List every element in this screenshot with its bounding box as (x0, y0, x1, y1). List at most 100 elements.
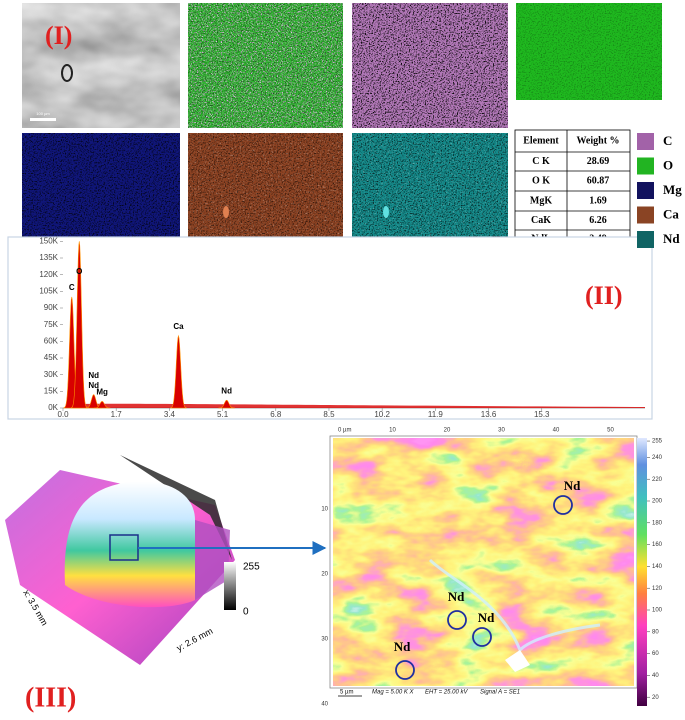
marker-circle (395, 660, 415, 680)
footer-text: EHT = 25.00 kV (425, 690, 469, 696)
marker-circle (472, 627, 492, 647)
colorbar-label: 60 (652, 651, 659, 657)
marker-label: Nd (564, 478, 581, 493)
legend-swatch (637, 182, 654, 199)
peak-label: Nd (221, 386, 232, 395)
peak-label: Ca (173, 322, 184, 331)
top-tick-label: 30 (498, 428, 505, 434)
table-cell: MgK (530, 195, 552, 206)
top-tick-label: 10 (389, 428, 396, 434)
legend-swatch (637, 157, 654, 175)
x-tick-label: 3.4 (164, 410, 176, 419)
marker-circle (553, 495, 573, 515)
legend-label: Ca (663, 206, 679, 221)
y-tick-label: 0K (48, 403, 58, 412)
colorbar-label: 100 (652, 608, 663, 614)
colorbar-label: 200 (652, 499, 663, 505)
scale-bar-label: 100 µm (36, 111, 50, 116)
peak-label: Mg (96, 387, 108, 396)
table-header: Element (523, 135, 559, 146)
map-sem: 100 µm (22, 3, 180, 128)
legend-label: O (663, 157, 673, 172)
y-tick-label: 150K (39, 236, 58, 245)
micrograph-annotations: 0 µm 10 20 30 40 50 10 20 30 40 255 240 220 200 180 160… (321, 428, 662, 708)
spectrum: 0K 15K 30K 45K 60K 75K 90K 105K 120K 135K 150K 0.0 1… (39, 236, 645, 419)
table-cell: 1.69 (589, 195, 607, 206)
y-tick-label: 45K (44, 353, 59, 362)
table-cell: 28.69 (587, 156, 610, 167)
y-tick-label: 90K (44, 303, 59, 312)
top-tick-label: 40 (553, 428, 560, 434)
y-tick-label: 75K (44, 320, 59, 329)
panel-label: (I) (45, 21, 72, 50)
colorbar-label: 120 (652, 586, 663, 592)
marker-label: Nd (448, 589, 465, 604)
x-tick-label: 13.6 (481, 410, 497, 419)
map-overlay (188, 3, 343, 128)
y-tick-label: 15K (44, 386, 59, 395)
top-tick-label: 50 (607, 428, 614, 434)
legend-label: C (663, 133, 672, 148)
table-cell: C K (532, 156, 550, 167)
legend-swatch (637, 231, 654, 248)
top-tick-label: 0 µm (338, 428, 351, 434)
table-cell: O K (532, 175, 550, 186)
x-tick-label: 0.0 (57, 410, 69, 419)
colorbar-label: 240 (652, 455, 663, 461)
colorbar-label: 180 (652, 520, 663, 526)
y-tick-label: 30K (44, 370, 59, 379)
peak-label: Nd (88, 371, 99, 380)
table-cell: 60.87 (587, 175, 610, 186)
y-tick-label: 120K (39, 270, 58, 279)
colorbar-label: 80 (652, 629, 659, 635)
panel-label: (II) (585, 281, 623, 310)
surface-3d (5, 455, 327, 665)
map-o (516, 3, 662, 100)
y-tick-label: 105K (39, 286, 58, 295)
footer-text: 5 µm (340, 690, 353, 696)
peak (170, 334, 187, 409)
top-tick-label: 20 (444, 428, 451, 434)
x-tick-label: 15.3 (534, 410, 550, 419)
micrograph (329, 435, 647, 706)
footer-text: Signal A = SE1 (480, 690, 520, 696)
left-tick-label: 20 (321, 572, 328, 578)
peak-label: C (69, 283, 75, 292)
scale-max: 255 (243, 562, 260, 573)
element-table: Element Weight % C K 28.69 O K 60.87 MgK 1.69 Ca… (514, 129, 631, 249)
table-cell: 6.26 (589, 215, 607, 226)
spectrum-frame (7, 236, 653, 420)
footer-text: Mag = 5.00 K X (372, 690, 415, 696)
x-tick-label: 10.2 (374, 410, 390, 419)
marker-circle (447, 610, 467, 630)
legend-label: Nd (663, 231, 680, 246)
x-tick-label: 8.5 (323, 410, 335, 419)
x-tick-label: 1.7 (111, 410, 123, 419)
marker-label: Nd (394, 639, 411, 654)
y-tick-label: 60K (44, 336, 59, 345)
map-c (352, 3, 508, 128)
colorbar-label: 40 (652, 673, 659, 679)
colorbar-label: 160 (652, 542, 663, 548)
table-cell: CaK (531, 215, 551, 226)
colorbar-label: 220 (652, 477, 663, 483)
table-header: Weight % (576, 135, 619, 146)
marker-label: Nd (478, 610, 495, 625)
left-tick-label: 30 (321, 637, 328, 643)
y-tick-label: 135K (39, 253, 58, 262)
peak-label: O (76, 267, 82, 276)
legend-swatch (637, 133, 654, 150)
continuum (63, 403, 645, 408)
colorbar-label: 255 (652, 439, 663, 445)
legend-label: Mg (663, 182, 682, 197)
peak (93, 401, 111, 409)
peak-label: Nd (88, 381, 99, 390)
left-tick-label: 10 (321, 507, 328, 513)
legend-swatch (637, 206, 654, 224)
x-tick-label: 6.8 (270, 410, 282, 419)
colorbar-label: 140 (652, 564, 663, 570)
scale-min: 0 (243, 607, 249, 618)
left-tick-label: 40 (321, 702, 328, 708)
